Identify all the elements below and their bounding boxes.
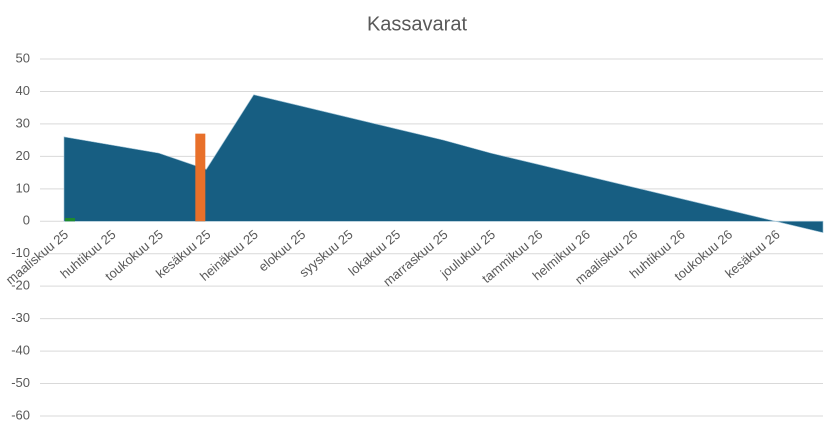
y-tick-label: -40: [11, 343, 30, 358]
y-tick-label: -10: [11, 245, 30, 260]
y-tick-label: 20: [16, 148, 30, 163]
y-tick-label: 10: [16, 180, 30, 195]
y-tick-label: -20: [11, 278, 30, 293]
bar: [195, 133, 206, 222]
y-tick-label: 50: [16, 50, 30, 65]
y-tick-label: 40: [16, 83, 30, 98]
y-tick-label: 30: [16, 115, 30, 130]
chart-title: Kassavarat: [367, 13, 467, 35]
bar: [65, 218, 75, 222]
y-tick-label: 0: [23, 213, 30, 228]
y-tick-label: -30: [11, 310, 30, 325]
area: [63, 94, 824, 234]
y-tick-label: -50: [11, 375, 30, 390]
y-tick-label: -60: [11, 407, 30, 422]
